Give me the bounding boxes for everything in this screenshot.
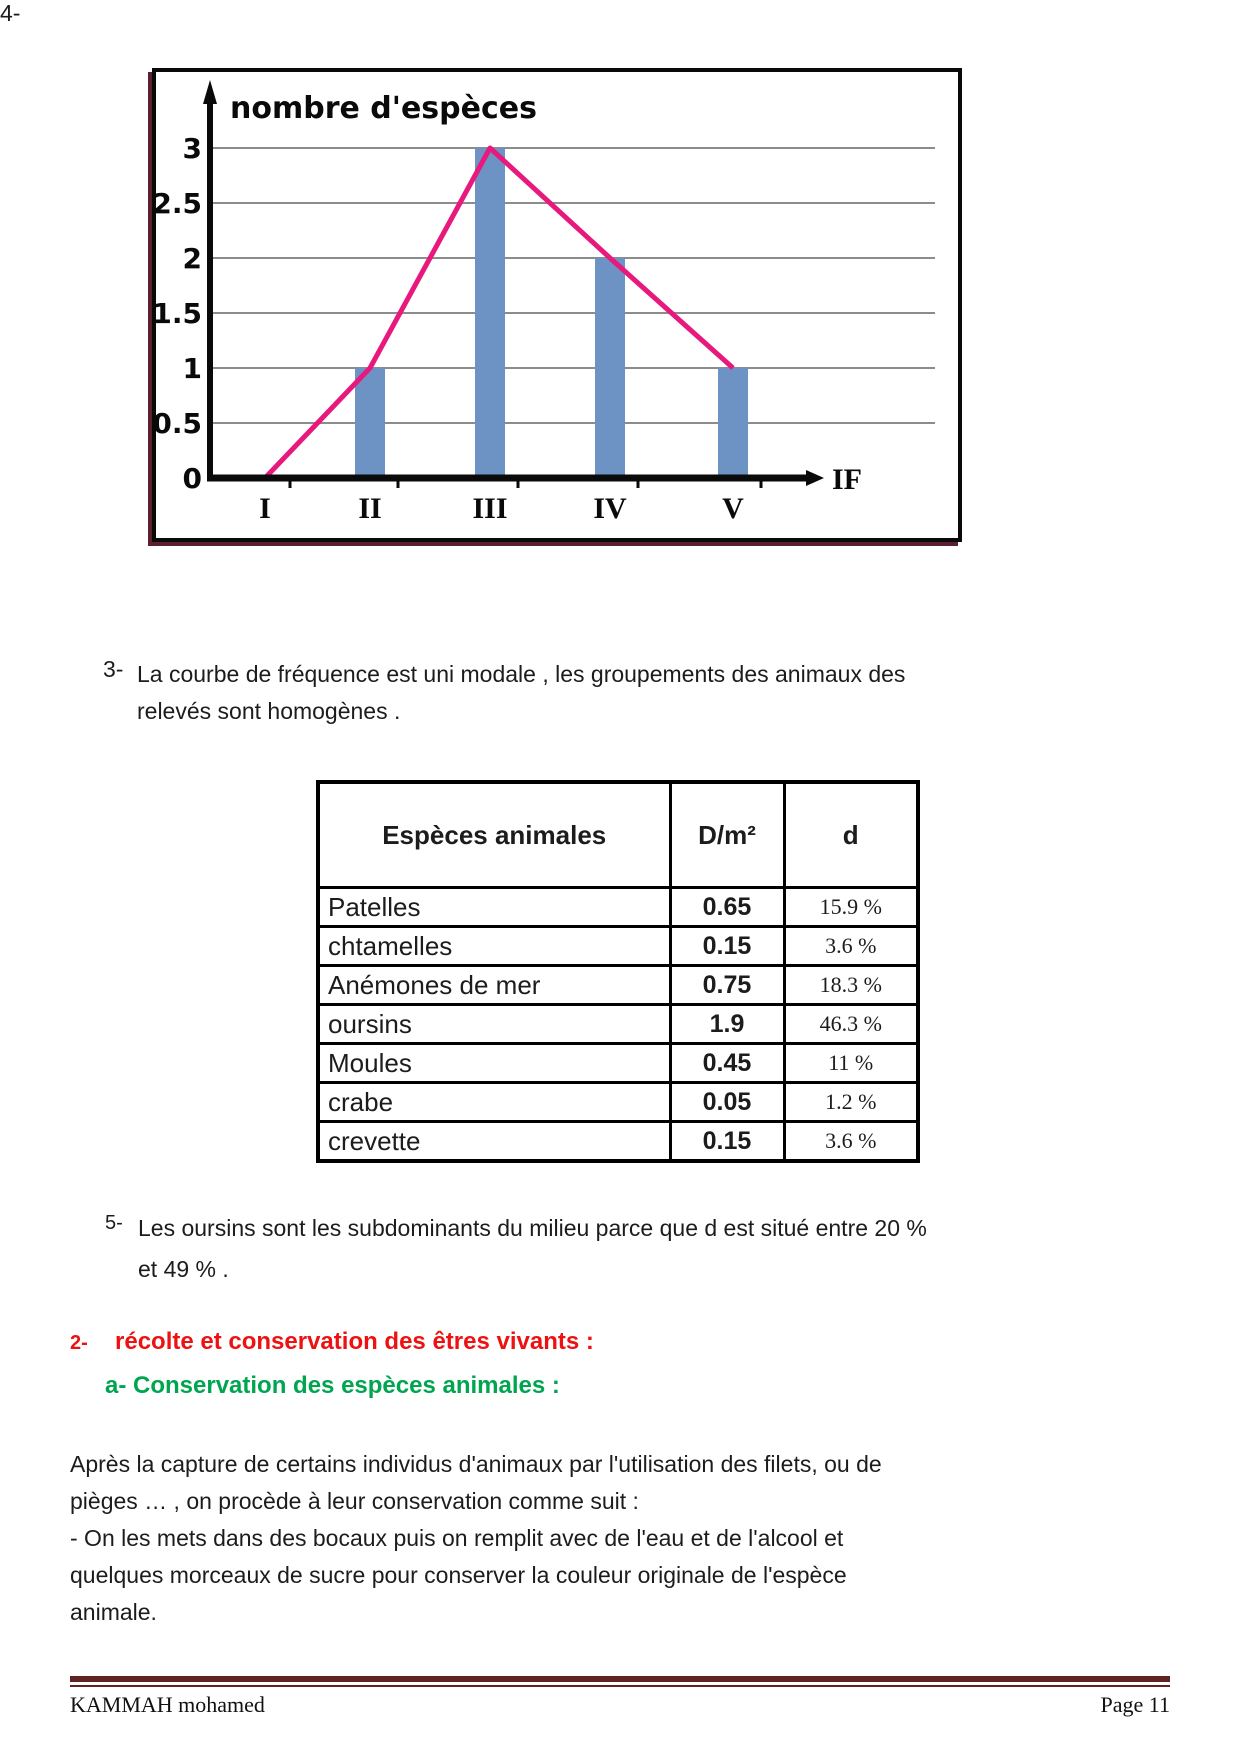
species-d: 11 % [782,1042,920,1084]
ytick-1: 1 [183,352,202,385]
species-d: 1.2 % [782,1081,920,1123]
species-name: chtamelles [316,925,672,967]
chart-svg: nombre d'espèces 0 0.5 1 1.5 2 2.5 3 I I… [156,80,935,525]
bar-V [718,368,748,478]
cat-label-II: II [358,492,381,525]
frequency-line [263,145,735,480]
section-2-title: récolte et conservation des êtres vivant… [115,1328,594,1355]
ytick-25: 2.5 [156,187,202,220]
species-d: 18.3 % [782,964,920,1006]
species-d: 3.6 % [782,1120,920,1163]
table-row: oursins 1.9 46.3 % [316,1003,920,1045]
col-header-d: d [782,780,920,889]
item5-marker: 5- [105,1212,123,1234]
footer-page-number: Page 11 [1100,1692,1170,1717]
species-name: oursins [316,1003,672,1045]
x-axis-label: IF [832,463,862,496]
item3-text: La courbe de fréquence est uni modale , … [137,661,906,724]
bar-III [475,148,505,478]
table-header-row: Espèces animales D/m² d [316,780,920,889]
conservation-paragraph: Après la capture de certains individus d… [70,1451,882,1625]
cat-label-III: III [472,492,507,525]
species-name: crevette [316,1120,672,1163]
ytick-3: 3 [183,132,202,165]
table-row: crevette 0.15 3.6 % [316,1120,920,1163]
ytick-15: 1.5 [156,297,202,330]
species-density: 0.45 [668,1042,786,1084]
section-2a-heading: a- Conservation des espèces animales : [105,1372,560,1399]
answer-item-5: 5- Les oursins sont les subdominants du … [105,1208,1105,1290]
species-name: Moules [316,1042,672,1084]
bar-II [355,368,385,478]
frequency-chart: nombre d'espèces 0 0.5 1 1.5 2 2.5 3 I I… [152,68,962,542]
gridlines [210,147,935,424]
species-density: 0.15 [668,925,786,967]
chart-title: nombre d'espèces [230,91,537,126]
y-axis-arrow-icon [203,80,217,104]
species-density: 0.75 [668,964,786,1006]
footer-rule [70,1676,1170,1687]
species-density: 0.65 [668,886,786,928]
species-table: Espèces animales D/m² d Patelles 0.65 15… [316,780,920,1163]
species-d: 46.3 % [782,1003,920,1045]
cat-label-IV: IV [593,492,627,525]
table-row: Moules 0.45 11 % [316,1042,920,1084]
cat-label-V: V [722,492,744,525]
table-row: crabe 0.05 1.2 % [316,1081,920,1123]
species-density: 0.05 [668,1081,786,1123]
footer-author: KAMMAH mohamed [70,1692,265,1717]
col-header-species: Espèces animales [316,780,672,889]
answer-item-3: 3- La courbe de fréquence est uni modale… [103,656,1083,730]
section-2-heading: 2- récolte et conservation des êtres viv… [70,1328,594,1356]
page-footer: KAMMAH mohamed Page 11 [70,1692,1170,1718]
bars-layer [355,148,748,478]
item4-marker: 4- [0,0,21,26]
item5-text: Les oursins sont les subdominants du mil… [138,1215,927,1282]
ytick-2: 2 [183,242,202,275]
table-row: Patelles 0.65 15.9 % [316,886,920,928]
species-name: Anémones de mer [316,964,672,1006]
x-axis-arrow-icon [806,470,824,486]
item3-marker: 3- [103,656,124,682]
x-ticks [288,478,763,488]
bar-IV [595,258,625,478]
species-density: 1.9 [668,1003,786,1045]
table-row: Anémones de mer 0.75 18.3 % [316,964,920,1006]
table-row: chtamelles 0.15 3.6 % [316,925,920,967]
species-density: 0.15 [668,1120,786,1163]
section-2-marker: 2- [70,1332,88,1354]
species-d: 3.6 % [782,925,920,967]
species-name: Patelles [316,886,672,928]
cat-label-I: I [259,492,271,525]
col-header-density: D/m² [668,780,786,889]
ytick-05: 0.5 [156,407,202,440]
species-d: 15.9 % [782,886,920,928]
species-name: crabe [316,1081,672,1123]
ytick-0: 0 [183,462,202,495]
